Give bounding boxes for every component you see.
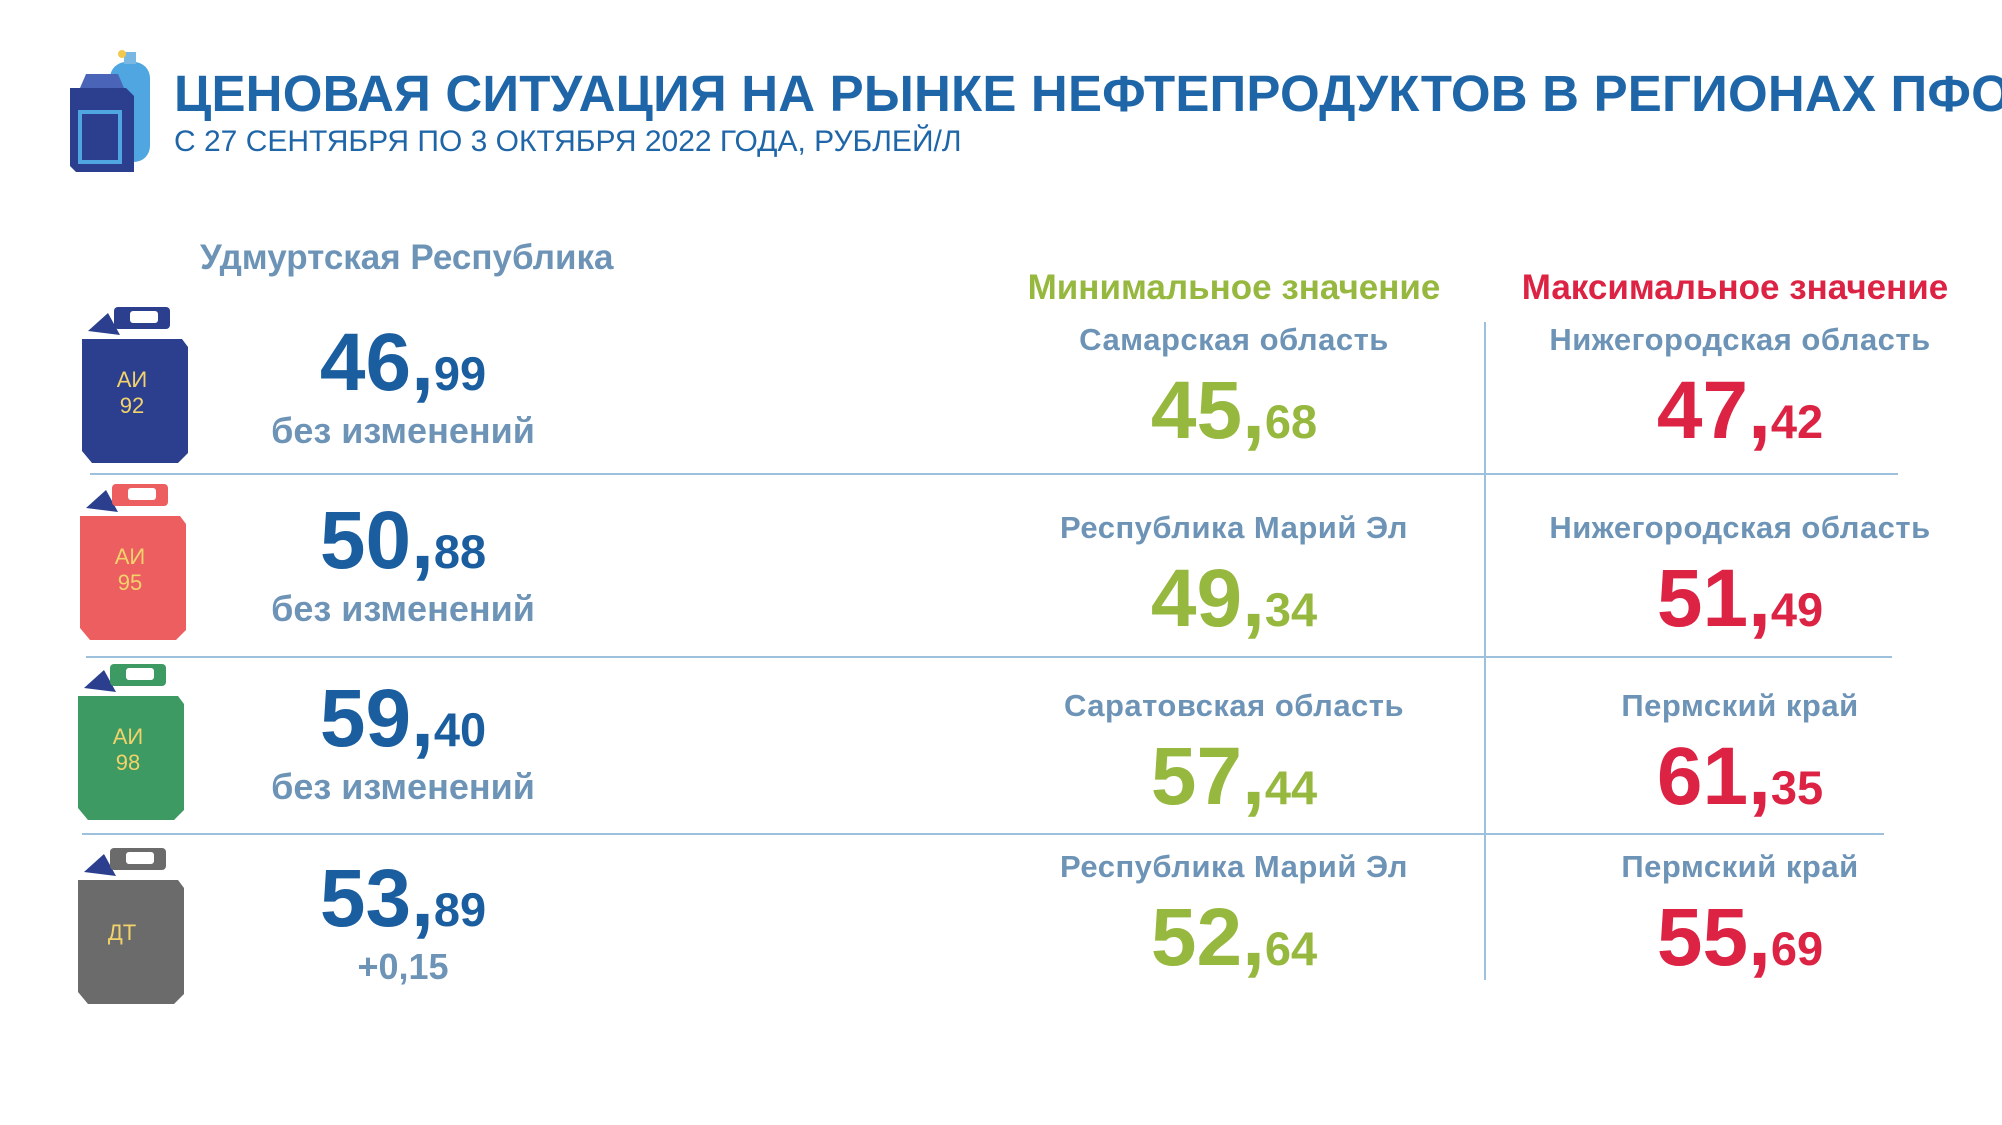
price-integer: 55, — [1656, 892, 1771, 983]
price-fraction: 40 — [433, 703, 487, 756]
min-price-cell: Республика Марий Эл 52,64 — [984, 849, 1484, 979]
price-integer: 59, — [319, 673, 434, 764]
max-region-name: Нижегородская область — [1549, 322, 1931, 357]
price-integer: 51, — [1656, 553, 1771, 644]
svg-text:АИ: АИ — [113, 724, 144, 749]
price-integer: 57, — [1150, 731, 1265, 822]
price-change: без изменений — [271, 766, 535, 807]
max-region-name: Нижегородская область — [1549, 510, 1931, 545]
min-region-name: Республика Марий Эл — [1059, 510, 1409, 545]
price-fraction: 69 — [1770, 922, 1824, 975]
fuel-canister-icon: АИ 92 — [82, 307, 188, 463]
page-subtitle: С 27 СЕНТЯБРЯ ПО 3 ОКТЯБРЯ 2022 ГОДА, РУ… — [174, 125, 962, 158]
min-price-cell: Республика Марий Эл 49,34 — [984, 510, 1484, 640]
price-fraction: 89 — [433, 883, 487, 936]
min-column-heading: Минимальное значение — [1027, 268, 1441, 307]
udmurtia-price: 53,89 +0,15 — [243, 858, 563, 988]
region-heading: Удмуртская Республика — [200, 238, 614, 277]
fuel-canister-icon: ДТ — [78, 848, 184, 1004]
price-change: без изменений — [271, 588, 535, 629]
max-price-cell: Нижегородская область 51,49 — [1490, 510, 1990, 640]
max-region-name: Пермский край — [1621, 688, 1859, 723]
min-region-name: Саратовская область — [1063, 688, 1405, 723]
fuel-canister-icon: АИ 98 — [78, 664, 184, 820]
price-fraction: 99 — [433, 347, 487, 400]
page-title: ЦЕНОВАЯ СИТУАЦИЯ НА РЫНКЕ НЕФТЕПРОДУКТОВ… — [174, 65, 2002, 122]
price-fraction: 49 — [1770, 583, 1824, 636]
price-integer: 45, — [1150, 365, 1265, 456]
fuel-logo-icon — [70, 50, 150, 172]
max-column-heading: Максимальное значение — [1521, 268, 1949, 307]
row-divider — [82, 833, 1884, 835]
price-fraction: 68 — [1264, 395, 1318, 448]
max-price-cell: Пермский край 61,35 — [1490, 688, 1990, 818]
price-integer: 46, — [319, 317, 434, 408]
column-divider — [1484, 322, 1486, 980]
price-fraction: 64 — [1264, 922, 1318, 975]
price-integer: 49, — [1150, 553, 1265, 644]
svg-text:98: 98 — [116, 750, 140, 775]
row-divider — [86, 656, 1892, 658]
svg-text:95: 95 — [118, 570, 142, 595]
price-fraction: 35 — [1770, 761, 1824, 814]
price-integer: 47, — [1656, 365, 1771, 456]
price-integer: 53, — [319, 853, 434, 944]
svg-text:АИ: АИ — [115, 544, 146, 569]
min-region-name: Республика Марий Эл — [1059, 849, 1409, 884]
row-divider — [90, 473, 1898, 475]
max-region-name: Пермский край — [1621, 849, 1859, 884]
price-fraction: 88 — [433, 525, 487, 578]
price-integer: 52, — [1150, 892, 1265, 983]
price-fraction: 44 — [1264, 761, 1318, 814]
fuel-canister-icon: АИ 95 — [80, 484, 186, 640]
min-price-cell: Самарская область 45,68 — [984, 322, 1484, 452]
udmurtia-price: 50,88 без изменений — [243, 500, 563, 630]
price-fraction: 42 — [1770, 395, 1824, 448]
price-fraction: 34 — [1264, 583, 1318, 636]
min-price-cell: Саратовская область 57,44 — [984, 688, 1484, 818]
max-price-cell: Нижегородская область 47,42 — [1490, 322, 1990, 452]
price-integer: 50, — [319, 495, 434, 586]
price-change: +0,15 — [357, 946, 449, 987]
min-region-name: Самарская область — [1079, 322, 1389, 357]
udmurtia-price: 46,99 без изменений — [243, 322, 563, 452]
svg-text:ДТ: ДТ — [108, 920, 136, 945]
svg-text:АИ: АИ — [117, 367, 148, 392]
udmurtia-price: 59,40 без изменений — [243, 678, 563, 808]
svg-text:92: 92 — [120, 393, 144, 418]
max-price-cell: Пермский край 55,69 — [1490, 849, 1990, 979]
price-change: без изменений — [271, 410, 535, 451]
price-integer: 61, — [1656, 731, 1771, 822]
